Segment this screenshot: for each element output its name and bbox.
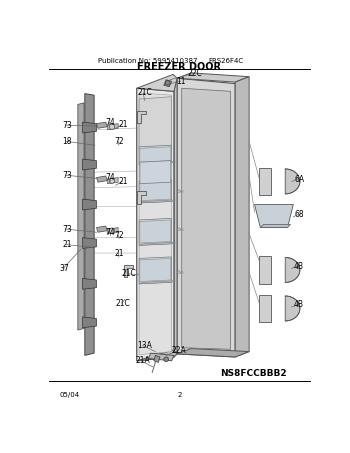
Polygon shape: [140, 181, 171, 201]
Polygon shape: [139, 145, 172, 164]
Polygon shape: [177, 73, 249, 82]
Polygon shape: [259, 294, 271, 323]
Polygon shape: [285, 257, 300, 282]
Polygon shape: [137, 350, 177, 361]
Text: 05/04: 05/04: [59, 392, 79, 399]
Text: 68: 68: [294, 210, 304, 219]
Text: 5e: 5e: [177, 270, 185, 275]
Text: 21: 21: [118, 120, 128, 129]
Polygon shape: [83, 279, 97, 289]
Text: FRS26F4C: FRS26F4C: [208, 58, 244, 64]
Polygon shape: [139, 257, 172, 284]
Polygon shape: [107, 124, 118, 130]
Polygon shape: [137, 88, 174, 361]
Text: 13A: 13A: [137, 341, 152, 350]
Text: Publication No: 5995410387: Publication No: 5995410387: [98, 58, 197, 64]
Polygon shape: [260, 225, 290, 227]
Text: 74: 74: [106, 173, 116, 182]
Text: 21: 21: [62, 240, 72, 249]
Text: 73: 73: [62, 120, 72, 130]
Text: 18: 18: [62, 137, 72, 146]
Circle shape: [109, 124, 115, 130]
Polygon shape: [139, 200, 175, 203]
Polygon shape: [83, 238, 97, 248]
Text: 6A: 6A: [294, 174, 304, 183]
Text: 37: 37: [59, 264, 69, 273]
Polygon shape: [107, 178, 118, 184]
Polygon shape: [254, 204, 293, 227]
Polygon shape: [140, 147, 171, 162]
Circle shape: [109, 178, 115, 183]
Polygon shape: [259, 168, 271, 195]
Text: 73: 73: [62, 225, 72, 234]
Polygon shape: [83, 199, 97, 210]
Text: 4B: 4B: [294, 300, 304, 309]
Polygon shape: [107, 227, 118, 234]
Circle shape: [164, 357, 168, 361]
Text: 72: 72: [114, 231, 124, 240]
Polygon shape: [78, 103, 84, 330]
Polygon shape: [139, 242, 175, 246]
Polygon shape: [259, 256, 271, 284]
Text: 72: 72: [114, 137, 124, 146]
Polygon shape: [83, 122, 97, 133]
Text: 11: 11: [176, 77, 186, 86]
Polygon shape: [235, 77, 249, 357]
Polygon shape: [137, 111, 146, 123]
Polygon shape: [139, 93, 172, 355]
Text: 21: 21: [114, 249, 124, 257]
Polygon shape: [148, 353, 174, 361]
Text: 21A: 21A: [135, 357, 150, 365]
Polygon shape: [83, 317, 97, 328]
Polygon shape: [140, 220, 171, 243]
Polygon shape: [164, 80, 172, 87]
Polygon shape: [140, 258, 171, 281]
Text: 4B: 4B: [294, 262, 304, 270]
Polygon shape: [139, 281, 175, 284]
Text: 2: 2: [177, 392, 182, 399]
Text: 21: 21: [118, 177, 128, 186]
Polygon shape: [97, 122, 107, 128]
Polygon shape: [140, 161, 171, 184]
Polygon shape: [124, 265, 133, 277]
Polygon shape: [97, 226, 107, 232]
Polygon shape: [97, 176, 107, 182]
Polygon shape: [174, 78, 177, 357]
Polygon shape: [285, 296, 300, 321]
Text: NS8FCCBBB2: NS8FCCBBB2: [220, 369, 286, 378]
Polygon shape: [137, 74, 177, 92]
Text: 74: 74: [106, 118, 116, 127]
Polygon shape: [137, 192, 146, 204]
Text: 73: 73: [62, 171, 72, 180]
Polygon shape: [154, 356, 160, 362]
Text: 22C: 22C: [187, 69, 202, 78]
Text: 5e: 5e: [177, 227, 185, 232]
Circle shape: [109, 228, 115, 233]
Text: 21C: 21C: [116, 299, 131, 308]
Polygon shape: [285, 169, 300, 194]
Circle shape: [166, 81, 170, 85]
Text: FREEZER DOOR: FREEZER DOOR: [137, 62, 221, 72]
Polygon shape: [139, 161, 175, 164]
Polygon shape: [182, 88, 231, 349]
Polygon shape: [139, 218, 172, 246]
Polygon shape: [83, 159, 97, 170]
Polygon shape: [177, 78, 235, 357]
Polygon shape: [139, 96, 172, 149]
Text: 21C: 21C: [121, 270, 136, 278]
Polygon shape: [177, 348, 249, 357]
Text: 21C: 21C: [138, 88, 152, 97]
Polygon shape: [139, 180, 172, 203]
Text: 74: 74: [106, 228, 116, 237]
Text: 22A: 22A: [172, 346, 186, 355]
Text: 5e: 5e: [177, 189, 185, 194]
Polygon shape: [85, 94, 94, 356]
